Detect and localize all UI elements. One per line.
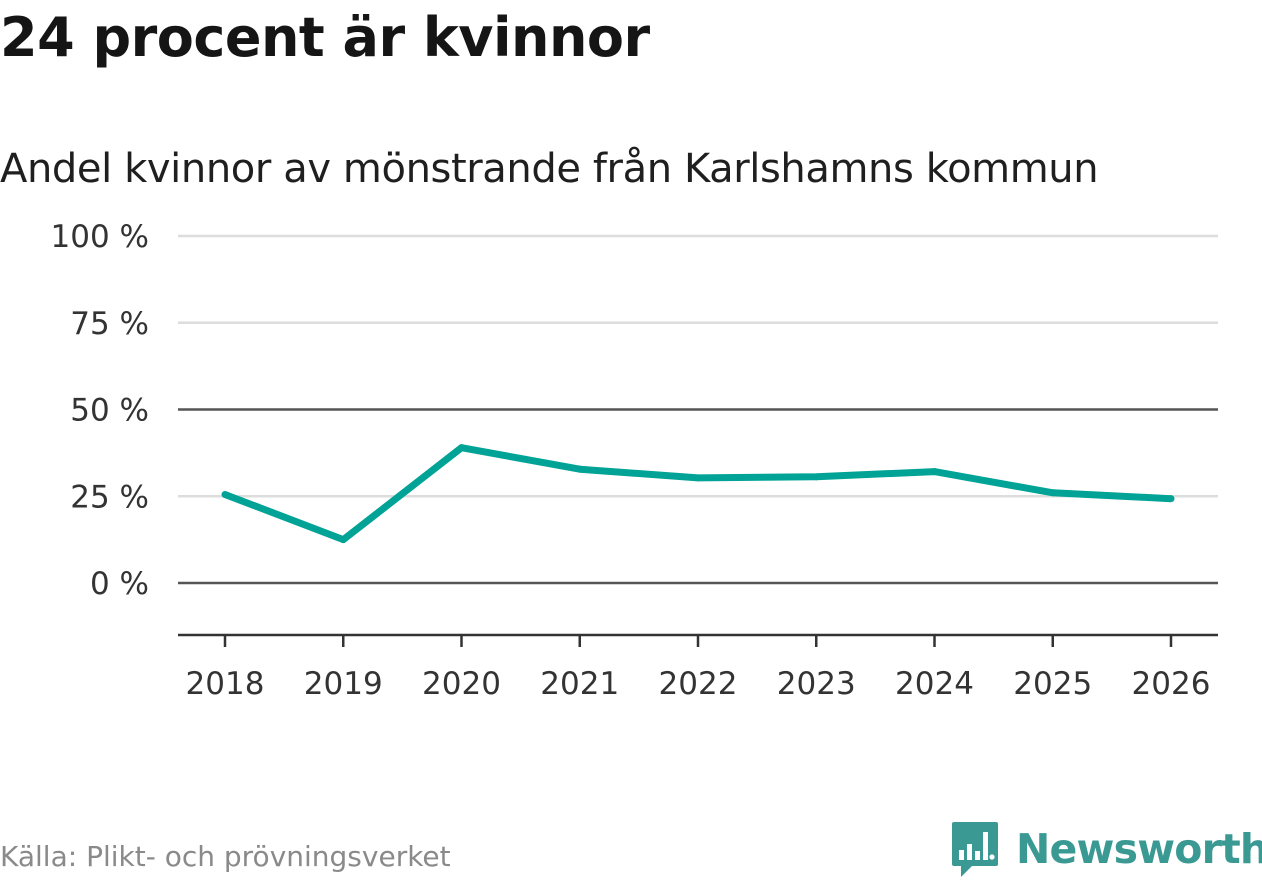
x-tick-label-2022: 2022 — [659, 666, 738, 702]
y-tick-label-100: 100 % — [51, 219, 149, 255]
x-tick-label-2023: 2023 — [777, 666, 856, 702]
series-lines — [221, 444, 1175, 544]
data-point-2026 — [1167, 495, 1175, 503]
x-tick-label-2024: 2024 — [895, 666, 974, 702]
y-axis-tick-labels: 0 % 25 % 50 % 75 % 100 % — [51, 219, 149, 602]
x-tick-label-2025: 2025 — [1013, 666, 1092, 702]
data-point-2019 — [339, 536, 347, 544]
data-point-2024 — [931, 468, 938, 476]
x-axis: 2018 2019 2020 2021 2022 2023 2024 2025 2026 — [178, 633, 1218, 702]
data-point-2023 — [812, 473, 820, 481]
brand-name: Newsworthy — [1016, 825, 1262, 873]
data-point-2021 — [576, 465, 584, 473]
source-credit: Källa: Plikt- och prövningsverket — [0, 840, 451, 873]
y-tick-label-75: 75 % — [70, 306, 149, 342]
y-tick-label-25: 25 % — [70, 479, 149, 515]
newsworthy-logo-icon — [952, 822, 998, 877]
x-tick-label-2020: 2020 — [422, 666, 501, 702]
x-tick-label-2019: 2019 — [304, 666, 383, 702]
x-tick-label-2026: 2026 — [1132, 666, 1211, 702]
y-tick-label-0: 0 % — [90, 566, 149, 602]
chart-subtitle: Andel kvinnor av mönstrande från Karlsha… — [0, 146, 1099, 192]
x-tick-label-2018: 2018 — [186, 666, 265, 702]
y-tick-label-50: 50 % — [70, 393, 149, 429]
x-tick-label-2021: 2021 — [540, 666, 619, 702]
data-point-2025 — [1049, 489, 1057, 497]
gridlines — [178, 234, 1218, 585]
series-line-0 — [223, 444, 1172, 544]
data-point-2020 — [458, 444, 465, 452]
data-point-2018 — [221, 491, 229, 499]
newsworthy-logo: Newsworthy — [950, 818, 1262, 880]
data-point-2022 — [694, 474, 702, 482]
chart-headline: 24 procent är kvinnor — [0, 6, 650, 69]
